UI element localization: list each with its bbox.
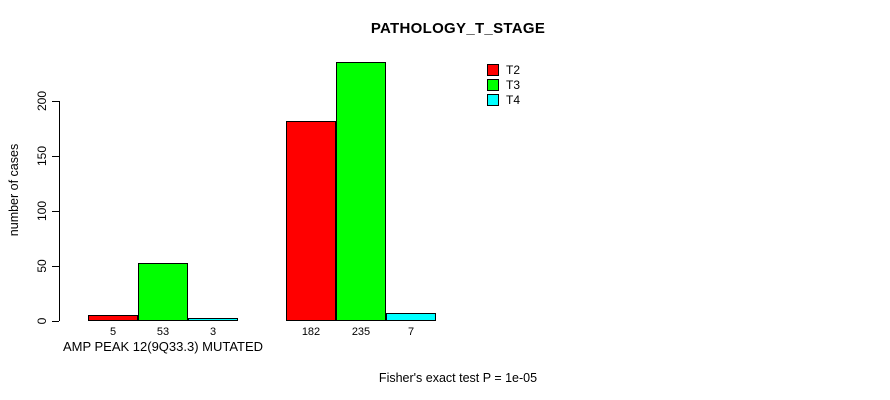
bar-value-label: 182 [301, 326, 321, 338]
chart-title: PATHOLOGY_T_STAGE [370, 20, 546, 37]
fisher-test-annotation: Fisher's exact test P = 1e-05 [378, 371, 538, 385]
y-tick-label-text: 100 [35, 200, 49, 222]
bar-t4-group1 [188, 318, 238, 321]
legend-swatch-icon [487, 64, 499, 76]
bar-t3-group2 [336, 62, 386, 321]
y-tick-label-text: 200 [35, 90, 49, 112]
y-tick-mark [52, 321, 59, 322]
y-tick-label-text: 150 [35, 145, 49, 167]
legend-item-t4: T4 [487, 93, 520, 107]
y-axis-line [59, 101, 60, 321]
legend: T2 T3 T4 [487, 63, 520, 108]
bar-t3-group1 [138, 263, 188, 321]
legend-label: T4 [506, 93, 521, 107]
bar-t4-group2 [386, 313, 436, 321]
y-axis-title-text: number of cases [7, 143, 21, 237]
bar-t2-group1 [88, 315, 138, 321]
legend-label: T3 [506, 78, 521, 92]
y-tick-mark [52, 211, 59, 212]
y-tick-mark [52, 101, 59, 102]
group-label-mutated: AMP PEAK 12(9Q33.3) MUTATED [62, 339, 264, 354]
bar-value-label: 235 [351, 326, 371, 338]
y-tick-label-text: 0 [35, 317, 49, 325]
legend-swatch-icon [487, 79, 499, 91]
legend-label: T2 [506, 63, 521, 77]
bar-value-label: 3 [209, 326, 217, 338]
bar-value-label: 5 [109, 326, 117, 338]
legend-swatch-icon [487, 94, 499, 106]
legend-item-t3: T3 [487, 78, 520, 92]
bar-value-label: 7 [407, 326, 415, 338]
y-tick-mark [52, 266, 59, 267]
y-tick-mark [52, 156, 59, 157]
y-tick-label-text: 50 [35, 259, 49, 273]
legend-item-t2: T2 [487, 63, 520, 77]
bar-value-label: 53 [156, 326, 170, 338]
bar-t2-group2 [286, 121, 336, 321]
